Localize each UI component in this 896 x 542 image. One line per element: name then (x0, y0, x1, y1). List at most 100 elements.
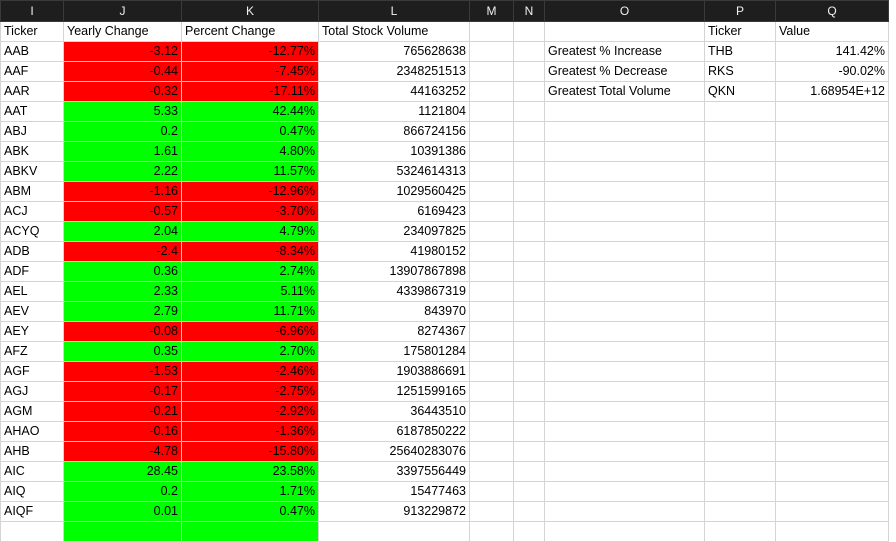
cell-empty-p[interactable] (704, 421, 776, 442)
cell-percent-change[interactable]: -3.70% (181, 201, 319, 222)
cell-percent-change[interactable]: -2.92% (181, 401, 319, 422)
cell-empty-m[interactable] (469, 401, 514, 422)
column-header-j[interactable]: J (63, 0, 182, 22)
cell-empty-p[interactable] (704, 301, 776, 322)
cell-ticker[interactable]: AAT (0, 101, 64, 122)
cell-empty-n[interactable] (513, 261, 545, 282)
cell-empty-q[interactable] (775, 521, 889, 542)
cell-percent-change[interactable]: 11.71% (181, 301, 319, 322)
cell-ticker[interactable]: AHAO (0, 421, 64, 442)
cell-ticker[interactable]: ABKV (0, 161, 64, 182)
cell-empty-o[interactable] (544, 281, 705, 302)
cell-yearly-change[interactable]: 2.79 (63, 301, 182, 322)
cell-percent-change[interactable]: -6.96% (181, 321, 319, 342)
cell-empty-o[interactable] (544, 501, 705, 522)
cell-empty-p[interactable] (704, 221, 776, 242)
cell-empty-q[interactable] (775, 121, 889, 142)
cell-empty-p[interactable] (704, 401, 776, 422)
cell-ticker[interactable]: AAB (0, 41, 64, 62)
cell-empty-m[interactable] (469, 181, 514, 202)
cell-total-volume[interactable]: 5324614313 (318, 161, 470, 182)
cell-empty-m[interactable] (469, 461, 514, 482)
cell-percent-change[interactable] (181, 521, 319, 542)
cell-empty-q[interactable] (775, 441, 889, 462)
cell-percent-change[interactable]: -12.77% (181, 41, 319, 62)
cell-empty-o[interactable] (544, 121, 705, 142)
cell-empty-n[interactable] (513, 161, 545, 182)
cell-empty-m[interactable] (469, 501, 514, 522)
cell-total-volume[interactable]: 913229872 (318, 501, 470, 522)
cell-percent-change[interactable]: -15.80% (181, 441, 319, 462)
column-header-k[interactable]: K (181, 0, 319, 22)
cell-empty-q[interactable] (775, 201, 889, 222)
cell-empty-q[interactable] (775, 401, 889, 422)
cell-empty-m[interactable] (469, 341, 514, 362)
cell-ticker[interactable]: AHB (0, 441, 64, 462)
cell-percent-change[interactable]: 4.80% (181, 141, 319, 162)
cell-total-volume[interactable]: 41980152 (318, 241, 470, 262)
cell-empty-o[interactable] (544, 481, 705, 502)
cell-empty-n[interactable] (513, 321, 545, 342)
cell-empty-n[interactable] (513, 201, 545, 222)
cell-empty-p[interactable] (704, 481, 776, 502)
cell-empty-n[interactable] (513, 361, 545, 382)
cell-empty-p[interactable] (704, 521, 776, 542)
cell-total-volume[interactable]: 1029560425 (318, 181, 470, 202)
cell-empty-m[interactable] (469, 101, 514, 122)
summary-ticker[interactable]: THB (704, 41, 776, 62)
cell-empty-o[interactable] (544, 221, 705, 242)
header-ticker[interactable]: Ticker (0, 21, 64, 42)
cell-percent-change[interactable]: 0.47% (181, 121, 319, 142)
summary-ticker[interactable]: QKN (704, 81, 776, 102)
cell-empty-n[interactable] (513, 281, 545, 302)
summary-value[interactable]: -90.02% (775, 61, 889, 82)
cell-empty-o[interactable] (544, 201, 705, 222)
cell-yearly-change[interactable]: -2.4 (63, 241, 182, 262)
cell-empty-q[interactable] (775, 241, 889, 262)
cell-empty-q[interactable] (775, 281, 889, 302)
cell-empty-p[interactable] (704, 261, 776, 282)
cell-total-volume[interactable]: 13907867898 (318, 261, 470, 282)
cell-ticker[interactable]: ABK (0, 141, 64, 162)
summary-value[interactable]: 1.68954E+12 (775, 81, 889, 102)
cell-empty-n[interactable] (513, 221, 545, 242)
cell-empty-n[interactable] (513, 441, 545, 462)
cell-total-volume[interactable]: 25640283076 (318, 441, 470, 462)
cell-total-volume[interactable]: 6187850222 (318, 421, 470, 442)
cell-empty-q[interactable] (775, 481, 889, 502)
cell-empty-q[interactable] (775, 261, 889, 282)
cell-empty-p[interactable] (704, 181, 776, 202)
summary-label[interactable]: Greatest % Increase (544, 41, 705, 62)
cell-empty-m[interactable] (469, 141, 514, 162)
cell-empty-p[interactable] (704, 341, 776, 362)
cell-yearly-change[interactable]: -0.16 (63, 421, 182, 442)
cell-total-volume[interactable]: 843970 (318, 301, 470, 322)
cell-yearly-change[interactable]: 0.36 (63, 261, 182, 282)
cell-empty-p[interactable] (704, 281, 776, 302)
cell-total-volume[interactable]: 3397556449 (318, 461, 470, 482)
cell-total-volume[interactable]: 234097825 (318, 221, 470, 242)
cell-empty-q[interactable] (775, 501, 889, 522)
cell-ticker[interactable]: AAF (0, 61, 64, 82)
cell-empty-p[interactable] (704, 101, 776, 122)
cell-yearly-change[interactable]: 0.01 (63, 501, 182, 522)
cell-empty-m[interactable] (469, 481, 514, 502)
cell-empty-o[interactable] (544, 361, 705, 382)
cell-yearly-change[interactable]: -0.57 (63, 201, 182, 222)
cell-empty-n[interactable] (513, 521, 545, 542)
cell-percent-change[interactable]: 1.71% (181, 481, 319, 502)
cell-empty-n[interactable] (513, 421, 545, 442)
cell-total-volume[interactable]: 1251599165 (318, 381, 470, 402)
cell-yearly-change[interactable]: -4.78 (63, 441, 182, 462)
cell-total-volume[interactable]: 2348251513 (318, 61, 470, 82)
cell-ticker[interactable]: AIQ (0, 481, 64, 502)
cell-empty-m[interactable] (469, 261, 514, 282)
cell-percent-change[interactable]: 0.47% (181, 501, 319, 522)
cell-empty-m[interactable] (469, 301, 514, 322)
cell-empty-o[interactable] (544, 381, 705, 402)
cell-empty-o[interactable] (544, 301, 705, 322)
cell-empty-m[interactable] (469, 321, 514, 342)
column-header-n[interactable]: N (513, 0, 545, 22)
header-percent-change[interactable]: Percent Change (181, 21, 319, 42)
summary-value[interactable]: 141.42% (775, 41, 889, 62)
